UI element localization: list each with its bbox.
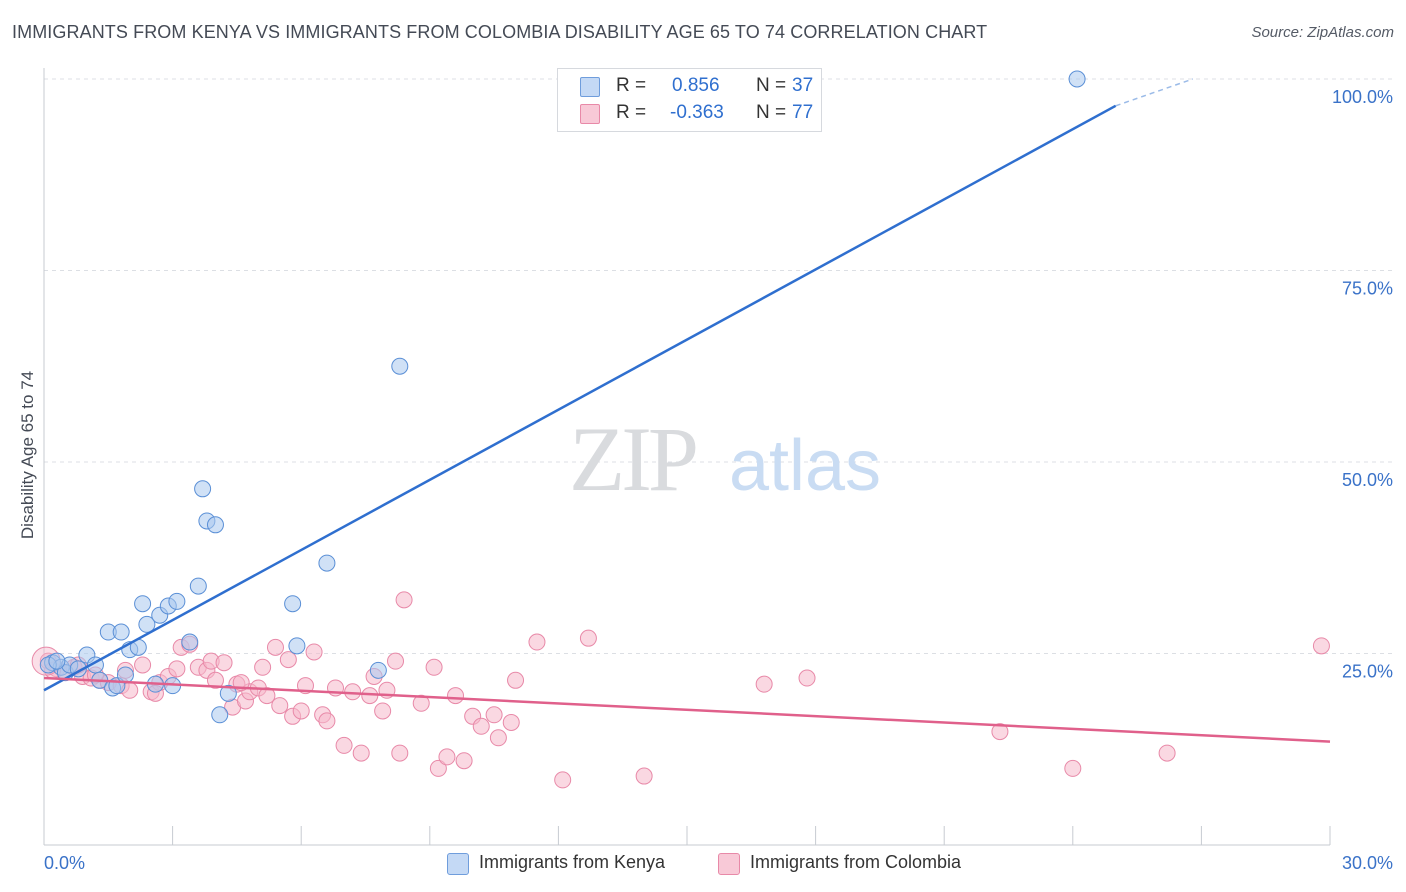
kenya-point (189, 577, 207, 595)
kenya-n-label: N = (756, 75, 787, 96)
colombia-r-value: -0.363 (670, 102, 724, 123)
colombia-point (502, 713, 520, 731)
colombia-point (206, 671, 224, 689)
colombia-point (447, 687, 465, 705)
colombia-point (292, 702, 310, 720)
colombia-point (168, 660, 186, 678)
colombia-point (271, 697, 289, 715)
kenya-r-value: 0.856 (672, 75, 720, 96)
axes (43, 68, 1331, 846)
colombia-point (429, 759, 447, 777)
grid-lines (44, 78, 1393, 654)
kenya-point (391, 357, 409, 375)
kenya-legend-label: Immigrants from Kenya (479, 852, 666, 872)
watermark-zip: ZIP (569, 408, 696, 510)
y-tick-label: 75.0% (1342, 279, 1393, 299)
kenya-point (168, 592, 186, 610)
colombia-point (438, 748, 456, 766)
colombia-point (1312, 637, 1330, 655)
colombia-point (991, 723, 1009, 741)
colombia-point (266, 638, 284, 656)
source-credit: Source: ZipAtlas.com (1251, 24, 1394, 41)
colombia-point (1158, 744, 1176, 762)
kenya-point (138, 615, 156, 633)
colombia-point (215, 654, 233, 672)
colombia-point (554, 771, 572, 789)
colombia-point (395, 591, 413, 609)
x-tick-label-max: 30.0% (1342, 853, 1393, 873)
colombia-r-label: R = (616, 102, 647, 123)
tick-labels: 25.0% 50.0% 75.0% 100.0% 0.0% 30.0% (44, 87, 1393, 873)
colombia-point (318, 712, 336, 730)
kenya-trend-line (43, 104, 1117, 692)
colombia-point (374, 702, 392, 720)
y-tick-label: 50.0% (1342, 470, 1393, 490)
correlation-legend: R = 0.856 N = 37 R = -0.363 N = 77 (557, 68, 822, 132)
kenya-n-value: 37 (792, 75, 814, 96)
colombia-point (425, 658, 443, 676)
y-tick-label: 25.0% (1342, 662, 1393, 682)
kenya-point (211, 706, 229, 724)
kenya-point (284, 595, 302, 613)
kenya-point (1068, 70, 1086, 88)
watermark-atlas: atlas (729, 426, 881, 506)
colombia-point (279, 651, 297, 669)
kenya-point (206, 516, 224, 534)
colombia-point (528, 633, 546, 651)
colombia-point (1064, 759, 1082, 777)
kenya-point (194, 480, 212, 498)
colombia-point (305, 643, 323, 661)
colombia-swatch (580, 104, 600, 124)
colombia-point (412, 694, 430, 712)
y-axis-label: Disability Age 65 to 74 (18, 370, 37, 540)
kenya-point (219, 684, 237, 702)
kenya-point (288, 637, 306, 655)
colombia-legend-swatch (718, 853, 740, 875)
colombia-point (258, 687, 276, 705)
kenya-points (39, 70, 1086, 724)
kenya-r-label: R = (616, 75, 647, 96)
colombia-n-label: N = (756, 102, 787, 123)
kenya-point (318, 554, 336, 572)
colombia-point (352, 744, 370, 762)
kenya-legend-swatch (447, 853, 469, 875)
colombia-point (472, 717, 490, 735)
colombia-point (254, 658, 272, 676)
trend-lines (43, 78, 1331, 743)
y-tick-label: 100.0% (1332, 87, 1393, 107)
chart-title: IMMIGRANTS FROM KENYA VS IMMIGRANTS FROM… (12, 22, 988, 42)
colombia-n-value: 77 (792, 102, 814, 123)
kenya-point (181, 633, 199, 651)
colombia-point (387, 652, 405, 670)
kenya-point (134, 595, 152, 613)
kenya-trend-extension (1115, 78, 1194, 107)
colombia-point (489, 729, 507, 747)
colombia-point (455, 752, 473, 770)
kenya-point (112, 623, 130, 641)
colombia-legend-label: Immigrants from Colombia (750, 852, 962, 872)
colombia-point (391, 744, 409, 762)
colombia-trend-line (43, 676, 1331, 743)
colombia-point (335, 736, 353, 754)
kenya-point (48, 652, 66, 670)
kenya-swatch (580, 77, 600, 97)
colombia-point (798, 669, 816, 687)
colombia-point (579, 629, 597, 647)
watermark: ZIP atlas (569, 408, 881, 510)
colombia-point (134, 656, 152, 674)
colombia-point (485, 706, 503, 724)
colombia-point (507, 671, 525, 689)
colombia-point (635, 767, 653, 785)
colombia-point (755, 675, 773, 693)
x-tick-label-min: 0.0% (44, 853, 85, 873)
kenya-point (369, 661, 387, 679)
